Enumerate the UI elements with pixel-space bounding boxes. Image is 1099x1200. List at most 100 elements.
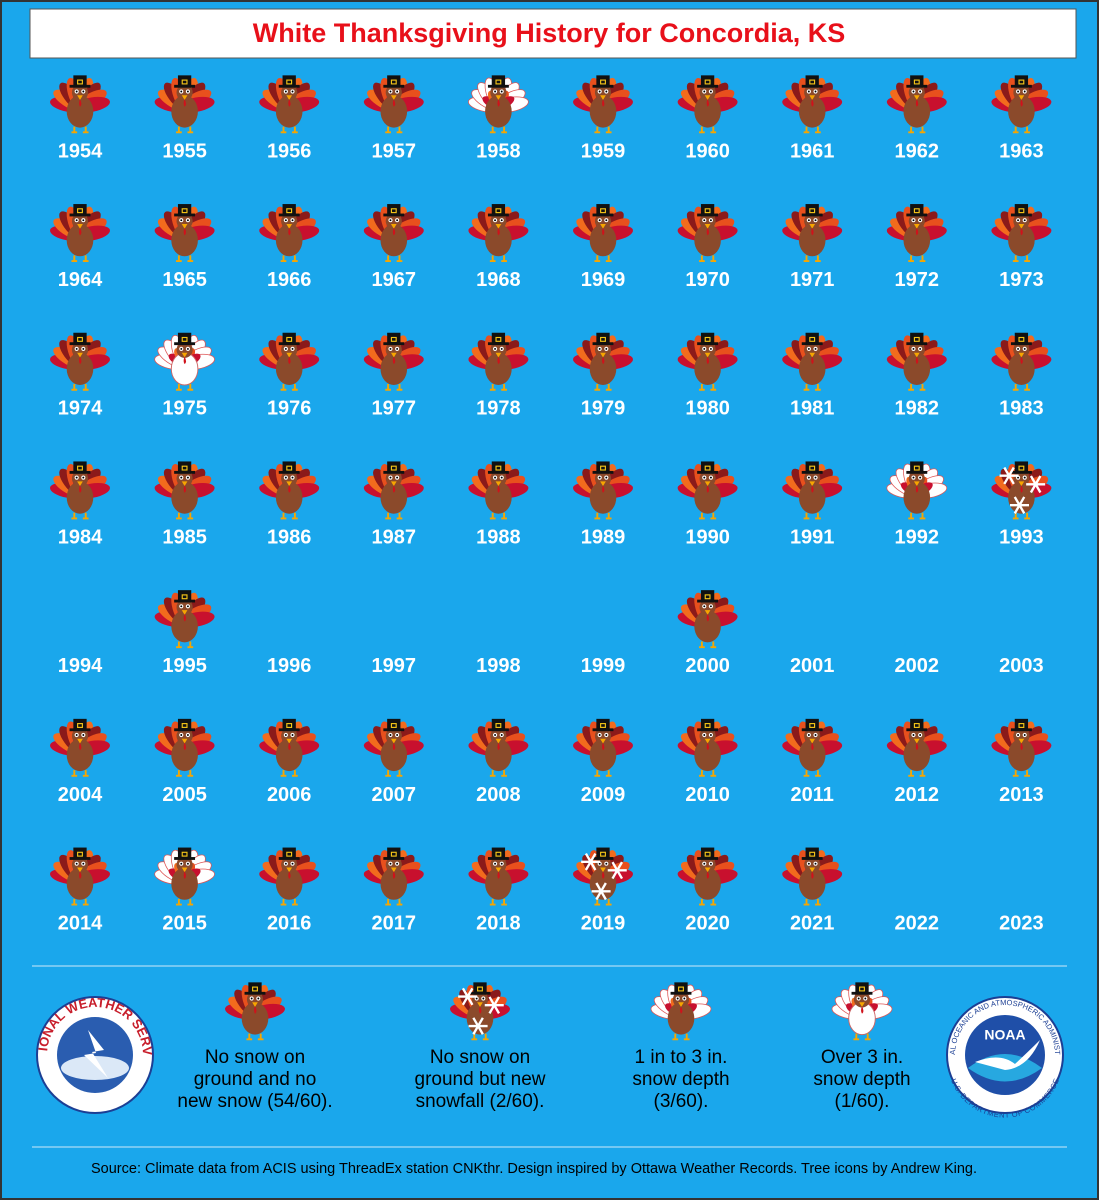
feet (908, 512, 926, 520)
year-label: 2013 (999, 784, 1044, 806)
beak (913, 224, 920, 229)
turkey-head (385, 856, 402, 873)
wattle (602, 485, 605, 493)
hat-buckle (704, 79, 711, 85)
pupil (284, 476, 287, 479)
hat-buckle (477, 986, 483, 992)
hat-brim (592, 857, 614, 860)
hat-brim (697, 342, 719, 346)
legend-text: snow depth (632, 1069, 729, 1090)
pupil (814, 219, 817, 222)
pupil (709, 605, 712, 608)
hat-buckle (809, 723, 816, 728)
turkey-body (903, 224, 931, 257)
hat-buckle (252, 986, 258, 992)
wattle (706, 99, 710, 107)
pupil (291, 862, 294, 865)
pupil (703, 734, 706, 736)
turkey-icon (450, 982, 510, 1041)
turkey-head (176, 727, 193, 745)
hat-buckle (809, 465, 816, 471)
snowflake (468, 1017, 488, 1035)
beak (809, 867, 816, 873)
wattle (915, 356, 919, 365)
turkey-icon (573, 332, 633, 391)
wattle (479, 1006, 482, 1014)
feet (176, 384, 194, 391)
turkey-head (594, 341, 612, 358)
wattle (288, 485, 291, 493)
turkey-head (246, 991, 264, 1008)
hat-buckle (495, 851, 502, 857)
hat-buckle (913, 465, 920, 471)
pupil (1017, 219, 1020, 222)
year-label: 1996 (267, 655, 312, 677)
hat-brim (592, 470, 614, 474)
year-label: 1974 (58, 398, 103, 420)
year-label: 2003 (999, 655, 1044, 677)
beak (1018, 738, 1025, 744)
snowflake (484, 996, 504, 1014)
turkey-icon (363, 847, 424, 906)
wattle (79, 871, 82, 879)
pupil (807, 347, 810, 350)
year-label: 1976 (267, 398, 312, 420)
year-label: 1978 (476, 398, 521, 420)
turkey-icon (886, 718, 947, 777)
turkey-body (171, 481, 198, 514)
turkey-icon (363, 461, 424, 520)
pupil (396, 90, 399, 93)
feet (699, 641, 717, 649)
turkey-head (594, 470, 612, 487)
turkey-head (385, 341, 402, 358)
pupil (709, 476, 712, 479)
pupil (186, 219, 189, 222)
beak (913, 352, 920, 358)
beak (913, 738, 920, 744)
feet (385, 126, 403, 134)
hat-brim (383, 84, 405, 88)
legend-text: No snow on (430, 1047, 530, 1068)
hat-brim (383, 213, 405, 217)
turkey-body (798, 352, 826, 385)
turkey-head (699, 727, 716, 745)
year-label: 1991 (790, 526, 835, 548)
pupil (1017, 347, 1020, 350)
turkey-icon (782, 847, 843, 906)
pupil (807, 734, 810, 736)
hat-brim (69, 84, 91, 88)
feet (280, 384, 298, 391)
wattle (183, 871, 187, 879)
wattle (497, 485, 500, 493)
turkey-body (275, 481, 303, 514)
pupil (396, 862, 399, 865)
feet (385, 898, 403, 906)
feet (489, 898, 507, 906)
hat-buckle (1018, 465, 1025, 471)
turkey-icon (259, 847, 320, 906)
beak (600, 352, 606, 358)
turkey-icon (154, 590, 215, 649)
turkey-body (589, 738, 617, 772)
hat-buckle (704, 851, 711, 857)
wattle (602, 742, 605, 751)
turkey-head (1013, 341, 1030, 358)
hat-brim (244, 991, 266, 995)
pupil (389, 734, 392, 736)
year-label: 2004 (58, 784, 103, 806)
hat-buckle (181, 208, 188, 214)
turkey-body (171, 867, 198, 900)
year-label: 1958 (476, 140, 521, 162)
turkey-icon (650, 982, 712, 1041)
pupil (186, 90, 189, 93)
beak (286, 738, 293, 744)
feet (594, 255, 612, 262)
year-label: 1972 (895, 269, 940, 291)
turkey-body (66, 867, 94, 900)
feet (699, 255, 717, 262)
hat-brim (801, 728, 823, 732)
wattle (79, 485, 82, 493)
hat-brim (487, 213, 509, 217)
beak (809, 224, 816, 229)
year-label: 2019 (581, 912, 626, 934)
